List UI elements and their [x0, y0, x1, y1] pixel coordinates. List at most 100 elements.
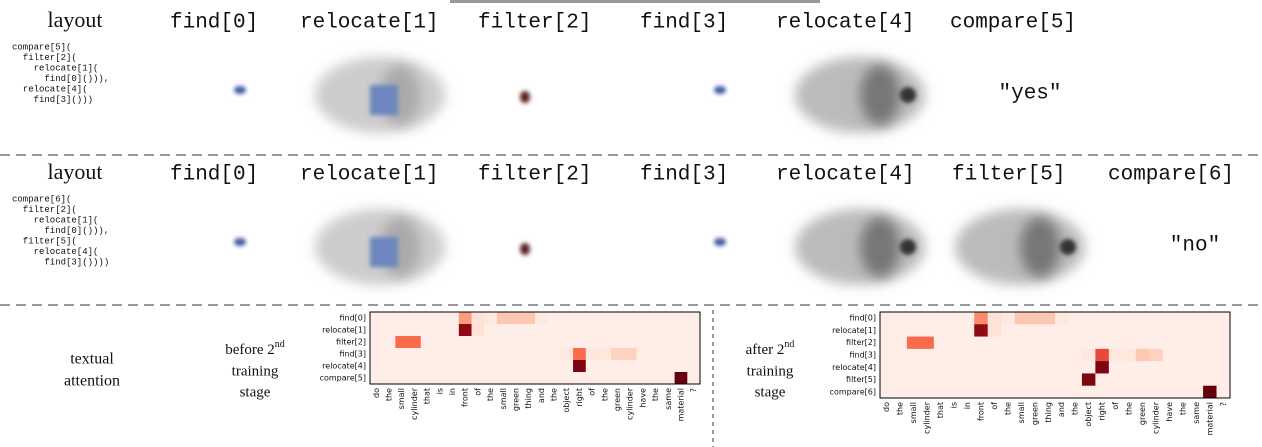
heat-cell	[987, 324, 1002, 337]
word-label: small	[1017, 402, 1026, 423]
heat-cell	[420, 348, 434, 361]
word-label: thing	[524, 388, 533, 409]
heat-cell	[585, 312, 599, 325]
heat-cell	[947, 324, 962, 337]
heat-cell	[1055, 336, 1069, 350]
heat-cell	[547, 360, 561, 373]
row-label: relocate[4]	[322, 362, 366, 371]
heat-cell	[1189, 336, 1204, 350]
heat-cell	[1203, 373, 1217, 387]
heat-cell	[1216, 348, 1231, 362]
heatmap-frame	[879, 311, 1231, 399]
heat-cell	[674, 312, 688, 325]
word-label: the	[486, 388, 495, 401]
heat-cell	[649, 336, 663, 349]
heat-cell	[661, 372, 675, 385]
heat-cell	[547, 336, 561, 349]
heat-cell	[974, 336, 988, 350]
heat-cell	[933, 385, 948, 399]
heat-cell	[1081, 312, 1096, 325]
heat-cell	[947, 373, 962, 387]
image-bg	[150, 45, 290, 140]
code-line: find[3]()))	[12, 95, 93, 105]
row-label: filter[5]	[846, 375, 876, 384]
stage-sup: nd	[784, 339, 794, 350]
heat-cell	[611, 372, 625, 385]
module-name: find[0]	[170, 12, 258, 35]
word-label: the	[550, 388, 559, 401]
heat-cell	[1081, 385, 1096, 399]
heat-cell	[880, 312, 894, 325]
heat-cell	[446, 312, 460, 325]
module-name: compare[5]	[950, 12, 1076, 35]
heat-cell	[661, 360, 675, 373]
heat-cell	[370, 324, 383, 337]
heat-cell	[446, 372, 460, 385]
heat-cell	[522, 372, 536, 385]
heat-cell	[1189, 324, 1204, 337]
heat-cell	[458, 348, 472, 361]
blur	[1020, 217, 1060, 277]
heat-cell	[920, 348, 935, 362]
blob	[520, 243, 530, 255]
heat-cell	[1135, 385, 1150, 399]
word-label: of	[1111, 402, 1120, 410]
heat-cell	[1055, 373, 1069, 387]
heat-cell	[611, 324, 625, 337]
word-label: front	[976, 402, 985, 421]
blob	[714, 86, 726, 94]
heat-cell	[446, 360, 460, 373]
heat-cell	[1095, 312, 1110, 325]
word-label: same	[664, 388, 673, 410]
word-label: green	[511, 388, 520, 411]
heat-cell	[1162, 312, 1177, 325]
heat-cell	[1176, 324, 1190, 337]
heat-cell	[1081, 324, 1096, 337]
heat-cell	[1055, 312, 1069, 325]
word-label: cylinder	[923, 401, 932, 434]
word-label: green	[1030, 402, 1039, 425]
heat-cell	[1041, 312, 1056, 325]
heat-cell	[408, 324, 422, 337]
heat-cell	[947, 312, 962, 325]
stage-label: stage	[755, 384, 786, 400]
image-bg	[150, 197, 290, 292]
heat-cell	[1068, 312, 1083, 325]
heat-cell	[484, 336, 498, 349]
heat-cell	[535, 324, 548, 337]
heat-cell	[1122, 373, 1137, 387]
heat-cell	[382, 324, 396, 337]
heat-cell	[1001, 385, 1015, 399]
heat-cell	[1055, 324, 1069, 337]
heat-cell	[1189, 373, 1204, 387]
heat-cell	[585, 372, 599, 385]
heat-cell	[960, 312, 975, 325]
heat-cell	[446, 336, 460, 349]
heat-cell	[573, 348, 587, 361]
word-label: object	[562, 388, 571, 413]
heat-cell	[974, 348, 988, 362]
module-name: find[3]	[640, 164, 728, 187]
module-name: find[3]	[640, 12, 728, 35]
attention-image	[470, 45, 610, 140]
heat-cell	[623, 336, 637, 349]
heat-cell	[960, 361, 975, 374]
heat-cell	[1122, 348, 1137, 362]
heat-cell	[880, 336, 894, 350]
word-label: material	[676, 388, 685, 421]
heat-cell	[1081, 336, 1096, 350]
answer: "yes"	[998, 83, 1061, 106]
heat-cell	[408, 312, 422, 325]
heat-cell	[433, 360, 447, 373]
heat-cell	[471, 324, 485, 337]
heat-cell	[674, 360, 688, 373]
heat-cell	[636, 336, 650, 349]
heat-cell	[1068, 373, 1083, 387]
heat-cell	[649, 360, 663, 373]
code-line: relocate[1](	[12, 63, 98, 73]
heat-cell	[974, 312, 988, 325]
heat-cell	[509, 348, 523, 361]
heat-cell	[1176, 312, 1190, 325]
heat-cell	[1176, 385, 1190, 399]
word-label: green	[1138, 402, 1147, 425]
